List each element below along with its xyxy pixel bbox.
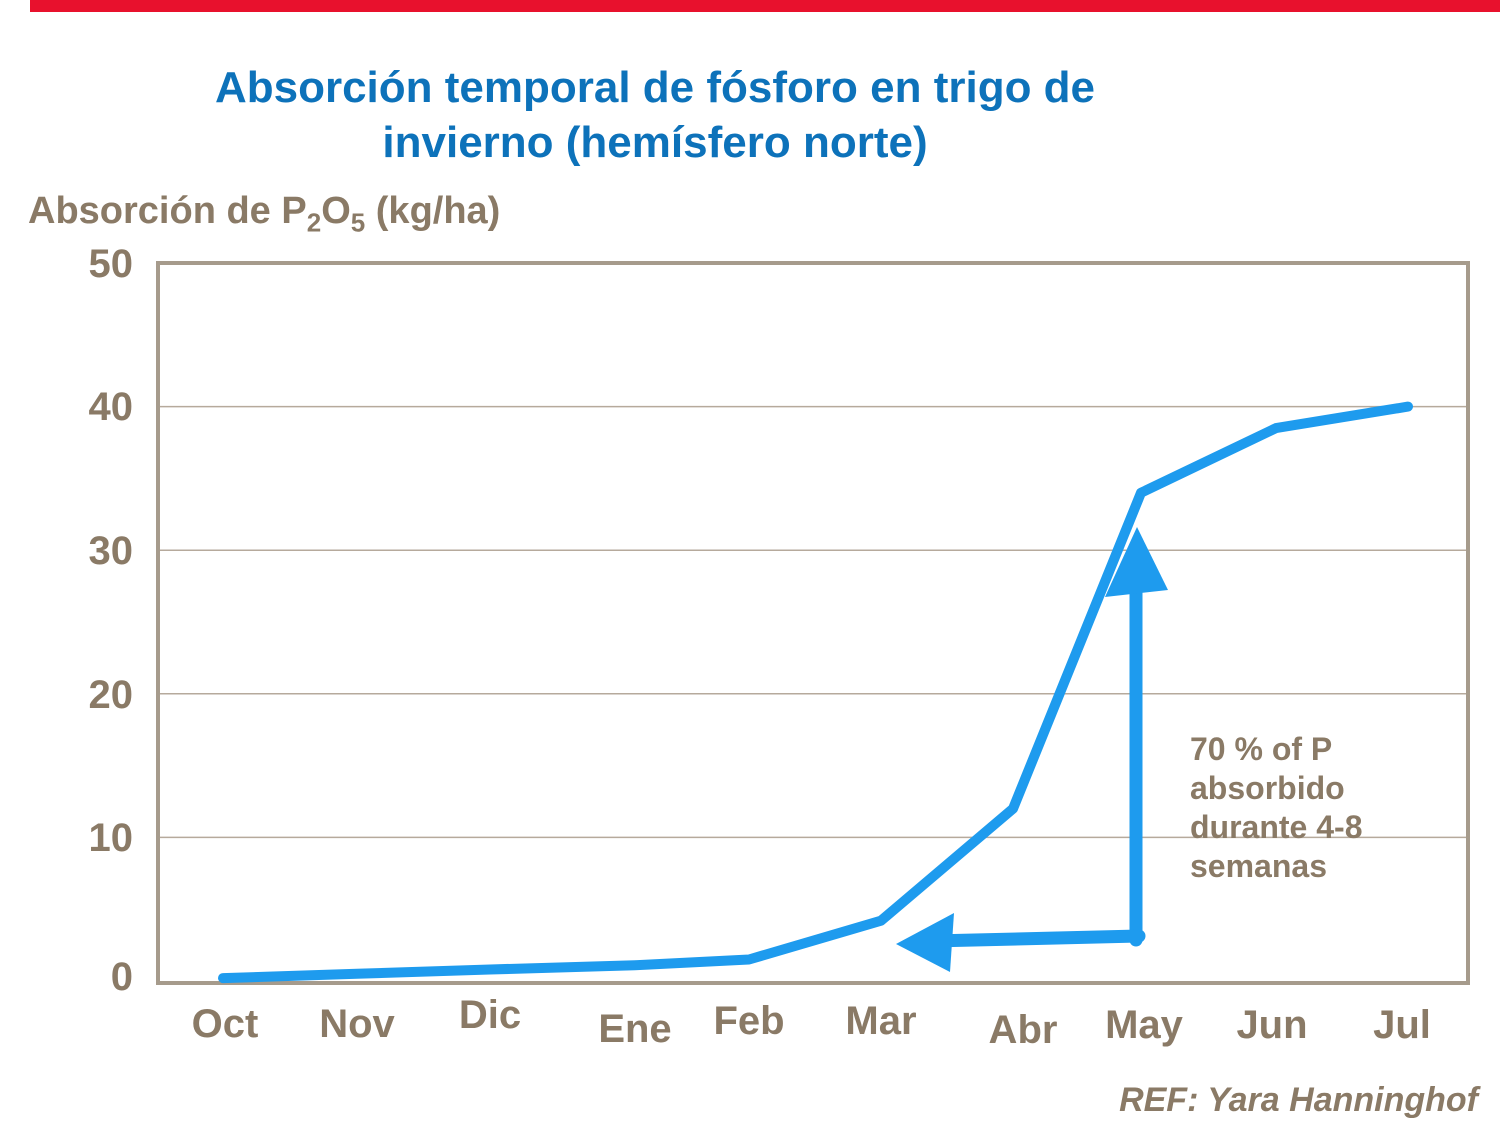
horizontal-arrow: [896, 913, 1146, 972]
y-tick-10: 10: [88, 816, 134, 860]
annotation-line1: 70 % of P: [1190, 731, 1333, 767]
y-axis-title-suffix: (kg/ha): [365, 190, 501, 232]
accent-bar: [30, 0, 1500, 12]
x-tick-mar: Mar: [845, 999, 917, 1043]
annotation-line4: semanas: [1190, 848, 1327, 884]
x-tick-jun: Jun: [1236, 1003, 1308, 1047]
reference-text: REF: Yara Hanninghof: [1119, 1081, 1478, 1119]
y-axis-title-sub2: 2: [306, 207, 322, 238]
page-title: Absorción temporal de fósforo en trigo d…: [150, 60, 1160, 170]
phosphorus-curve: [218, 401, 1413, 984]
y-axis-title-o: O: [321, 190, 351, 232]
x-tick-oct: Oct: [191, 1002, 259, 1046]
y-tick-0: 0: [110, 955, 133, 999]
horizontal-arrow-head: [896, 913, 954, 972]
y-tick-50: 50: [88, 242, 134, 286]
page-title-line2: invierno (hemísfero norte): [382, 118, 928, 167]
annotation-line3: durante 4-8: [1190, 809, 1363, 845]
y-tick-40: 40: [88, 385, 134, 429]
annotation-70-percent: 70 % of P absorbido durante 4-8 semanas: [1190, 730, 1362, 886]
vertical-arrow-head: [1105, 527, 1168, 597]
x-tick-abr: Abr: [988, 1008, 1058, 1052]
y-axis-title-prefix: Absorción de P: [28, 190, 307, 232]
y-axis-title-sub5: 5: [350, 207, 366, 238]
y-tick-20: 20: [88, 673, 134, 717]
x-tick-dic: Dic: [458, 993, 522, 1037]
plot-border: [156, 261, 1470, 985]
x-tick-may: May: [1105, 1003, 1183, 1047]
annotation-line2: absorbido: [1190, 770, 1345, 806]
gridlines: [160, 405, 1466, 839]
x-tick-jul: Jul: [1373, 1003, 1431, 1047]
horizontal-arrow-shaft: [925, 929, 1146, 948]
page-title-line1: Absorción temporal de fósforo en trigo d…: [214, 63, 1096, 112]
x-tick-ene: Ene: [598, 1007, 672, 1051]
x-tick-feb: Feb: [713, 999, 785, 1043]
x-tick-nov: Nov: [319, 1002, 395, 1046]
vertical-arrow: [1105, 527, 1168, 947]
y-tick-30: 30: [88, 529, 134, 573]
y-axis-title: Absorción de P2O5 (kg/ha): [28, 188, 500, 246]
